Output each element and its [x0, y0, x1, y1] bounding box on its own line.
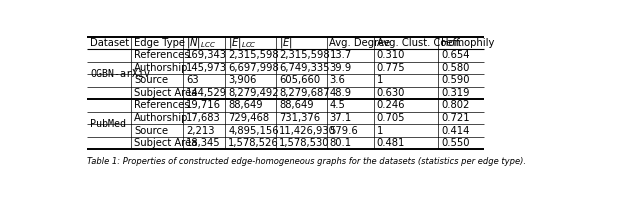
Text: 0.630: 0.630 — [376, 88, 405, 98]
Text: Authorship: Authorship — [134, 63, 188, 73]
Text: 1,578,526: 1,578,526 — [228, 138, 279, 148]
Text: 605,660: 605,660 — [279, 76, 320, 85]
Text: 729,468: 729,468 — [228, 113, 269, 123]
Text: 13.7: 13.7 — [330, 50, 352, 61]
Text: Edge Type: Edge Type — [134, 38, 185, 48]
Text: 8,279,687: 8,279,687 — [279, 88, 330, 98]
Text: 0.705: 0.705 — [376, 113, 405, 123]
Text: Dataset: Dataset — [90, 38, 129, 48]
Text: 6,697,998: 6,697,998 — [228, 63, 279, 73]
Text: 1: 1 — [376, 126, 383, 135]
Text: 579.6: 579.6 — [330, 126, 358, 135]
Text: $|E|$: $|E|$ — [279, 36, 292, 50]
Text: 4.5: 4.5 — [330, 100, 346, 111]
Text: 0.580: 0.580 — [441, 63, 470, 73]
Text: 18,345: 18,345 — [186, 138, 221, 148]
Text: Homophily: Homophily — [441, 38, 495, 48]
Text: 0.775: 0.775 — [376, 63, 405, 73]
Text: PubMed: PubMed — [90, 119, 126, 129]
Text: 0.721: 0.721 — [441, 113, 470, 123]
Text: 0.246: 0.246 — [376, 100, 405, 111]
Text: 1,578,530: 1,578,530 — [279, 138, 330, 148]
Text: 3.6: 3.6 — [330, 76, 346, 85]
Text: References: References — [134, 50, 189, 61]
Text: 80.1: 80.1 — [330, 138, 351, 148]
Text: 0.481: 0.481 — [376, 138, 405, 148]
Text: 0.590: 0.590 — [441, 76, 470, 85]
Text: Source: Source — [134, 76, 168, 85]
Text: 19,716: 19,716 — [186, 100, 221, 111]
Text: 145,973: 145,973 — [186, 63, 227, 73]
Text: $|E|_{LCC}$: $|E|_{LCC}$ — [228, 36, 257, 50]
Text: Subject Area: Subject Area — [134, 138, 197, 148]
Text: 88,649: 88,649 — [228, 100, 263, 111]
Text: 63: 63 — [186, 76, 199, 85]
Text: 11,426,930: 11,426,930 — [279, 126, 336, 135]
Text: 144,529: 144,529 — [186, 88, 227, 98]
Text: 17,683: 17,683 — [186, 113, 221, 123]
Text: Subject Area: Subject Area — [134, 88, 197, 98]
Text: Avg. Degree: Avg. Degree — [330, 38, 391, 48]
Text: 2,315,598: 2,315,598 — [279, 50, 330, 61]
Text: 0.310: 0.310 — [376, 50, 405, 61]
Text: 48.9: 48.9 — [330, 88, 351, 98]
Text: 169,343: 169,343 — [186, 50, 227, 61]
Text: Avg. Clust. Coeff.: Avg. Clust. Coeff. — [376, 38, 462, 48]
Text: Authorship: Authorship — [134, 113, 188, 123]
Text: 0.319: 0.319 — [441, 88, 470, 98]
Text: 2,213: 2,213 — [186, 126, 214, 135]
Text: 0.802: 0.802 — [441, 100, 470, 111]
Text: Source: Source — [134, 126, 168, 135]
Text: References: References — [134, 100, 189, 111]
Text: 0.414: 0.414 — [441, 126, 470, 135]
Text: 6,749,335: 6,749,335 — [279, 63, 330, 73]
Text: 2,315,598: 2,315,598 — [228, 50, 279, 61]
Text: 4,895,156: 4,895,156 — [228, 126, 279, 135]
Text: $|N|_{LCC}$: $|N|_{LCC}$ — [186, 36, 216, 50]
Text: OGBN-arXiv: OGBN-arXiv — [90, 69, 150, 79]
Text: 3,906: 3,906 — [228, 76, 257, 85]
Text: Table 1: Properties of constructed edge-homogeneous graphs for the datasets (sta: Table 1: Properties of constructed edge-… — [88, 157, 527, 166]
Text: 1: 1 — [376, 76, 383, 85]
Text: 0.550: 0.550 — [441, 138, 470, 148]
Text: 8,279,492: 8,279,492 — [228, 88, 279, 98]
Text: 0.654: 0.654 — [441, 50, 470, 61]
Text: 731,376: 731,376 — [279, 113, 320, 123]
Text: 88,649: 88,649 — [279, 100, 314, 111]
Text: 37.1: 37.1 — [330, 113, 352, 123]
Text: 39.9: 39.9 — [330, 63, 352, 73]
